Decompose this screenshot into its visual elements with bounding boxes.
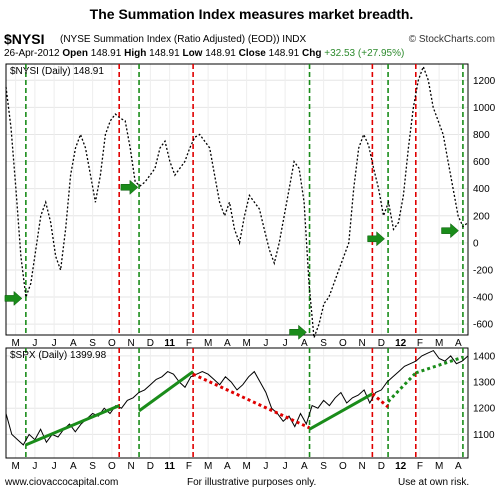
spx-x-tick-label: F xyxy=(186,461,192,472)
nysi-x-tick-label: M xyxy=(204,338,212,349)
nysi-y-tick-label: 1000 xyxy=(473,103,496,114)
spx-x-tick-label: 12 xyxy=(395,461,407,472)
nysi-x-tick-label: N xyxy=(359,338,366,349)
nysi-y-tick-label: 1200 xyxy=(473,76,496,87)
nysi-x-tick-label: M xyxy=(242,338,250,349)
spx-x-tick-label: S xyxy=(89,461,96,472)
spx-x-tick-label: A xyxy=(455,461,462,472)
nysi-series-line xyxy=(5,64,469,338)
nysi-x-tick-label: J xyxy=(263,338,268,349)
nysi-legend-label: $NYSI (Daily) 148.91 xyxy=(10,66,104,77)
spx-x-tick-label: 11 xyxy=(164,461,175,472)
brand-watermark: © StockCharts.com xyxy=(408,34,495,45)
spx-x-tick-label: O xyxy=(108,461,116,472)
ticker-symbol: $NYSI xyxy=(4,31,45,47)
spx-green-trendline xyxy=(415,355,464,375)
high-label: High xyxy=(124,48,147,59)
spx-x-tick-label: M xyxy=(11,461,19,472)
footer-risk: Use at own risk. xyxy=(398,477,470,488)
chg-value: +32.53 (+27.95%) xyxy=(324,48,405,59)
spx-y-tick-label: 1300 xyxy=(473,378,496,389)
nysi-x-tick-label: J xyxy=(52,338,57,349)
spx-x-tick-label: S xyxy=(320,461,327,472)
nysi-x-tick-label: A xyxy=(224,338,231,349)
nysi-x-tick-label: S xyxy=(89,338,96,349)
nysi-green-arrow xyxy=(289,324,307,340)
spx-x-tick-label: O xyxy=(339,461,347,472)
spx-x-tick-label: A xyxy=(224,461,231,472)
spx-y-tick-label: 1100 xyxy=(473,430,495,441)
nysi-x-tick-label: F xyxy=(186,338,192,349)
nysi-x-tick-label: 11 xyxy=(164,338,175,349)
spx-x-tick-label: J xyxy=(263,461,268,472)
nysi-x-tick-label: A xyxy=(455,338,462,349)
spx-plot-frame xyxy=(5,347,469,459)
spx-x-tick-label: J xyxy=(32,461,37,472)
nysi-x-tick-label: N xyxy=(128,338,135,349)
close-label: Close xyxy=(238,48,266,59)
nysi-y-tick-label: 800 xyxy=(473,130,490,141)
ticker-description: (NYSE Summation Index (Ratio Adjusted) (… xyxy=(60,34,307,45)
spx-green-trendline xyxy=(25,404,120,447)
nysi-green-arrow xyxy=(4,290,23,306)
footer-disclaimer: For illustrative purposes only. xyxy=(187,477,317,488)
nysi-x-tick-label: 12 xyxy=(395,338,407,349)
spx-x-tick-label: F xyxy=(417,461,423,472)
nysi-y-tick-label: 0 xyxy=(473,238,479,249)
close-value: 148.91 xyxy=(268,48,300,59)
nysi-x-tick-label: O xyxy=(339,338,347,349)
spx-green-trendline xyxy=(138,370,194,413)
spx-x-tick-label: A xyxy=(70,461,77,472)
nysi-y-tick-label: 600 xyxy=(473,157,490,168)
nysi-y-tick-label: 400 xyxy=(473,184,490,195)
low-label: Low xyxy=(182,48,203,59)
low-value: 148.91 xyxy=(205,48,236,59)
nysi-y-tick-label: -400 xyxy=(473,293,493,304)
open-value: 148.91 xyxy=(90,48,122,59)
nysi-x-tick-label: A xyxy=(70,338,77,349)
nysi-plot-frame xyxy=(5,63,469,336)
ohlc-readout: 26-Apr-2012 Open 148.91 High 148.91 Low … xyxy=(4,48,404,59)
nysi-x-tick-label: A xyxy=(301,338,308,349)
spx-x-tick-label: D xyxy=(378,461,385,472)
spx-x-tick-label: M xyxy=(242,461,250,472)
spx-x-tick-label: M xyxy=(204,461,212,472)
spx-x-tick-label: D xyxy=(147,461,154,472)
nysi-x-tick-label: D xyxy=(378,338,385,349)
nysi-x-tick-label: O xyxy=(108,338,116,349)
nysi-x-tick-label: M xyxy=(11,338,19,349)
nysi-y-tick-label: -600 xyxy=(473,320,493,331)
spx-green-trendline xyxy=(308,392,374,431)
spx-legend-label: $SPX (Daily) 1399.98 xyxy=(10,350,107,361)
spx-green-trendline xyxy=(386,371,417,403)
nysi-x-tick-label: D xyxy=(147,338,154,349)
spx-y-tick-label: 1200 xyxy=(473,404,496,415)
high-value: 148.91 xyxy=(149,48,180,59)
nysi-y-tick-label: 200 xyxy=(473,211,490,222)
nysi-y-tick-label: -200 xyxy=(473,265,493,276)
spx-x-tick-label: N xyxy=(359,461,366,472)
spx-x-tick-label: A xyxy=(301,461,308,472)
chg-label: Chg xyxy=(302,48,322,59)
nysi-green-arrow xyxy=(120,179,139,195)
nysi-x-tick-label: S xyxy=(320,338,327,349)
spx-y-tick-label: 1400 xyxy=(473,351,496,362)
nysi-x-tick-label: F xyxy=(417,338,423,349)
page-title: The Summation Index measures market brea… xyxy=(89,6,414,22)
spx-red-trendline xyxy=(371,392,390,409)
open-label: Open xyxy=(62,48,88,59)
date-value: 26-Apr-2012 xyxy=(4,48,60,59)
nysi-x-tick-label: M xyxy=(435,338,443,349)
spx-x-tick-label: J xyxy=(52,461,57,472)
nysi-green-arrow xyxy=(441,223,459,239)
spx-x-tick-label: N xyxy=(128,461,135,472)
spx-series-line xyxy=(5,349,469,446)
spx-x-tick-label: J xyxy=(283,461,288,472)
nysi-green-arrow xyxy=(367,231,385,247)
nysi-x-tick-label: J xyxy=(283,338,288,349)
footer-website: www.ciovaccocapital.com xyxy=(5,477,119,488)
nysi-x-tick-label: J xyxy=(32,338,37,349)
spx-x-tick-label: M xyxy=(435,461,443,472)
